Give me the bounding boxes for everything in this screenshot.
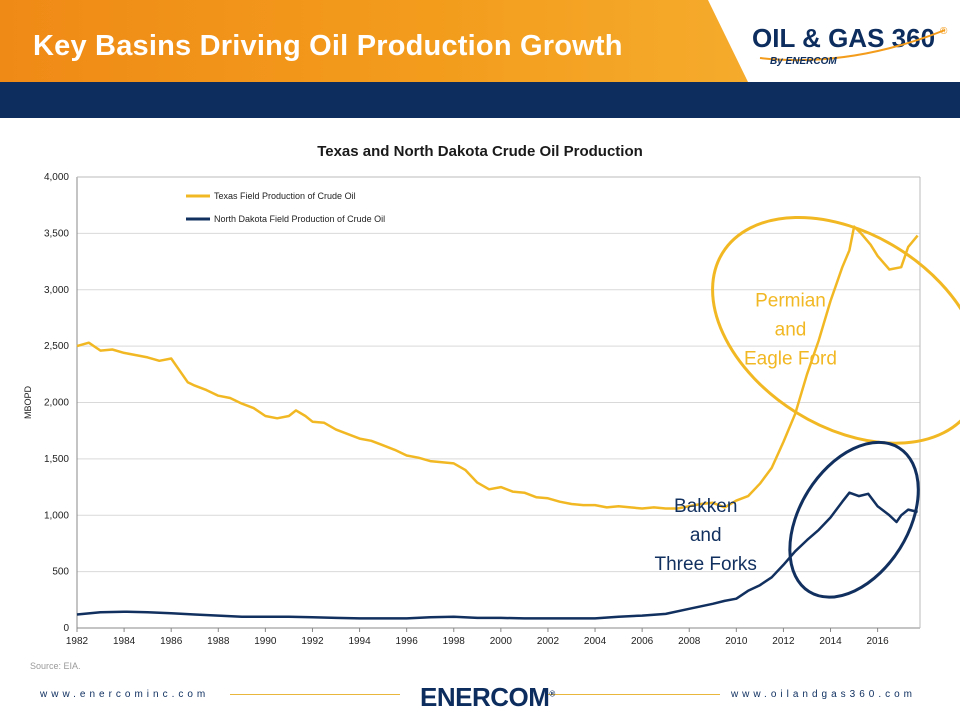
- x-tick-label: 2004: [584, 636, 607, 647]
- x-tick-label: 1992: [301, 636, 324, 647]
- header-navy-band: [0, 82, 960, 118]
- production-chart: 0 500 1,000 1,500 2,000 2,500 3,000 3,500 4,000 1…: [23, 172, 960, 647]
- axes: 0 500 1,000 1,500 2,000 2,500 3,000 3,500 4,000 1…: [23, 172, 921, 647]
- footer-url-left[interactable]: www.enercominc.com: [40, 689, 210, 700]
- y-tick-label: 1,500: [44, 454, 69, 465]
- footer-divider-left: [230, 694, 400, 695]
- enercom-logo-text: ENERCOM: [420, 682, 550, 712]
- legend: Texas Field Production of Crude Oil North…: [186, 191, 385, 224]
- footer-url-right[interactable]: www.oilandgas360.com: [730, 689, 916, 700]
- x-tick-label: 1998: [443, 636, 466, 647]
- y-tick-label: 3,000: [44, 285, 69, 296]
- y-tick-label: 2,000: [44, 398, 69, 409]
- x-tick-label: 1990: [254, 636, 277, 647]
- series-lines: [76, 225, 919, 620]
- logo-background: [708, 0, 960, 82]
- annotations: Permian and Eagle Ford Bakken and Three Forks: [655, 291, 837, 575]
- logo-registered-mark: ®: [940, 26, 948, 37]
- footer-divider-right: [545, 694, 720, 695]
- logo-swoosh: [759, 29, 946, 62]
- y-tick-label: 4,000: [44, 172, 69, 183]
- y-tick-label: 0: [63, 623, 69, 634]
- y-axis-label: MBOPD: [23, 386, 33, 420]
- x-tick-label: 2010: [725, 636, 748, 647]
- x-tick-label: 1984: [113, 636, 136, 647]
- enercom-logo: ENERCOM®: [420, 682, 555, 713]
- enercom-registered-mark: ®: [549, 689, 555, 699]
- y-tick-label: 500: [52, 567, 69, 578]
- x-tick-label: 2002: [537, 636, 560, 647]
- oilgas360-logo: OIL & GAS 360: [752, 23, 935, 53]
- x-tick-label: 2008: [678, 636, 701, 647]
- y-tick-label: 2,500: [44, 341, 69, 352]
- annotation-text: and: [775, 320, 807, 341]
- chart-title: Texas and North Dakota Crude Oil Product…: [317, 143, 643, 160]
- legend-label: Texas Field Production of Crude Oil: [214, 191, 356, 201]
- y-tick-label: 1,000: [44, 510, 69, 521]
- x-tick-label: 1996: [396, 636, 419, 647]
- x-tick-label: 1982: [66, 636, 89, 647]
- highlight-ellipse: [788, 440, 920, 599]
- x-tick-label: 1994: [348, 636, 371, 647]
- annotation-text: and: [690, 525, 722, 546]
- series-line: [76, 225, 919, 510]
- grid-lines: [77, 176, 920, 573]
- slide-header: OIL & GAS 360 ® By ENERCOM Key Basins Dr…: [0, 0, 960, 118]
- highlight-ellipse: [711, 215, 960, 445]
- legend-label: North Dakota Field Production of Crude O…: [214, 214, 385, 224]
- x-tick-label: 2014: [819, 636, 842, 647]
- x-tick-label: 1988: [207, 636, 230, 647]
- annotation-text: Three Forks: [655, 554, 757, 575]
- annotation-text: Permian: [755, 291, 826, 312]
- x-tick-label: 2012: [772, 636, 795, 647]
- x-tick-label: 1986: [160, 636, 183, 647]
- annotation-text: Bakken: [674, 496, 737, 517]
- source-note: Source: EIA.: [30, 661, 81, 671]
- series-line: [76, 491, 918, 620]
- y-tick-label: 3,500: [44, 228, 69, 239]
- x-tick-label: 2006: [631, 636, 654, 647]
- annotation-text: Eagle Ford: [744, 349, 837, 370]
- x-tick-label: 2000: [490, 636, 513, 647]
- slide-title: Key Basins Driving Oil Production Growth: [33, 30, 623, 62]
- logo-byline: By ENERCOM: [770, 56, 837, 67]
- highlight-ellipses: [711, 215, 960, 599]
- x-tick-label: 2016: [866, 636, 889, 647]
- logo-panel: OIL & GAS 360 ® By ENERCOM: [708, 0, 960, 82]
